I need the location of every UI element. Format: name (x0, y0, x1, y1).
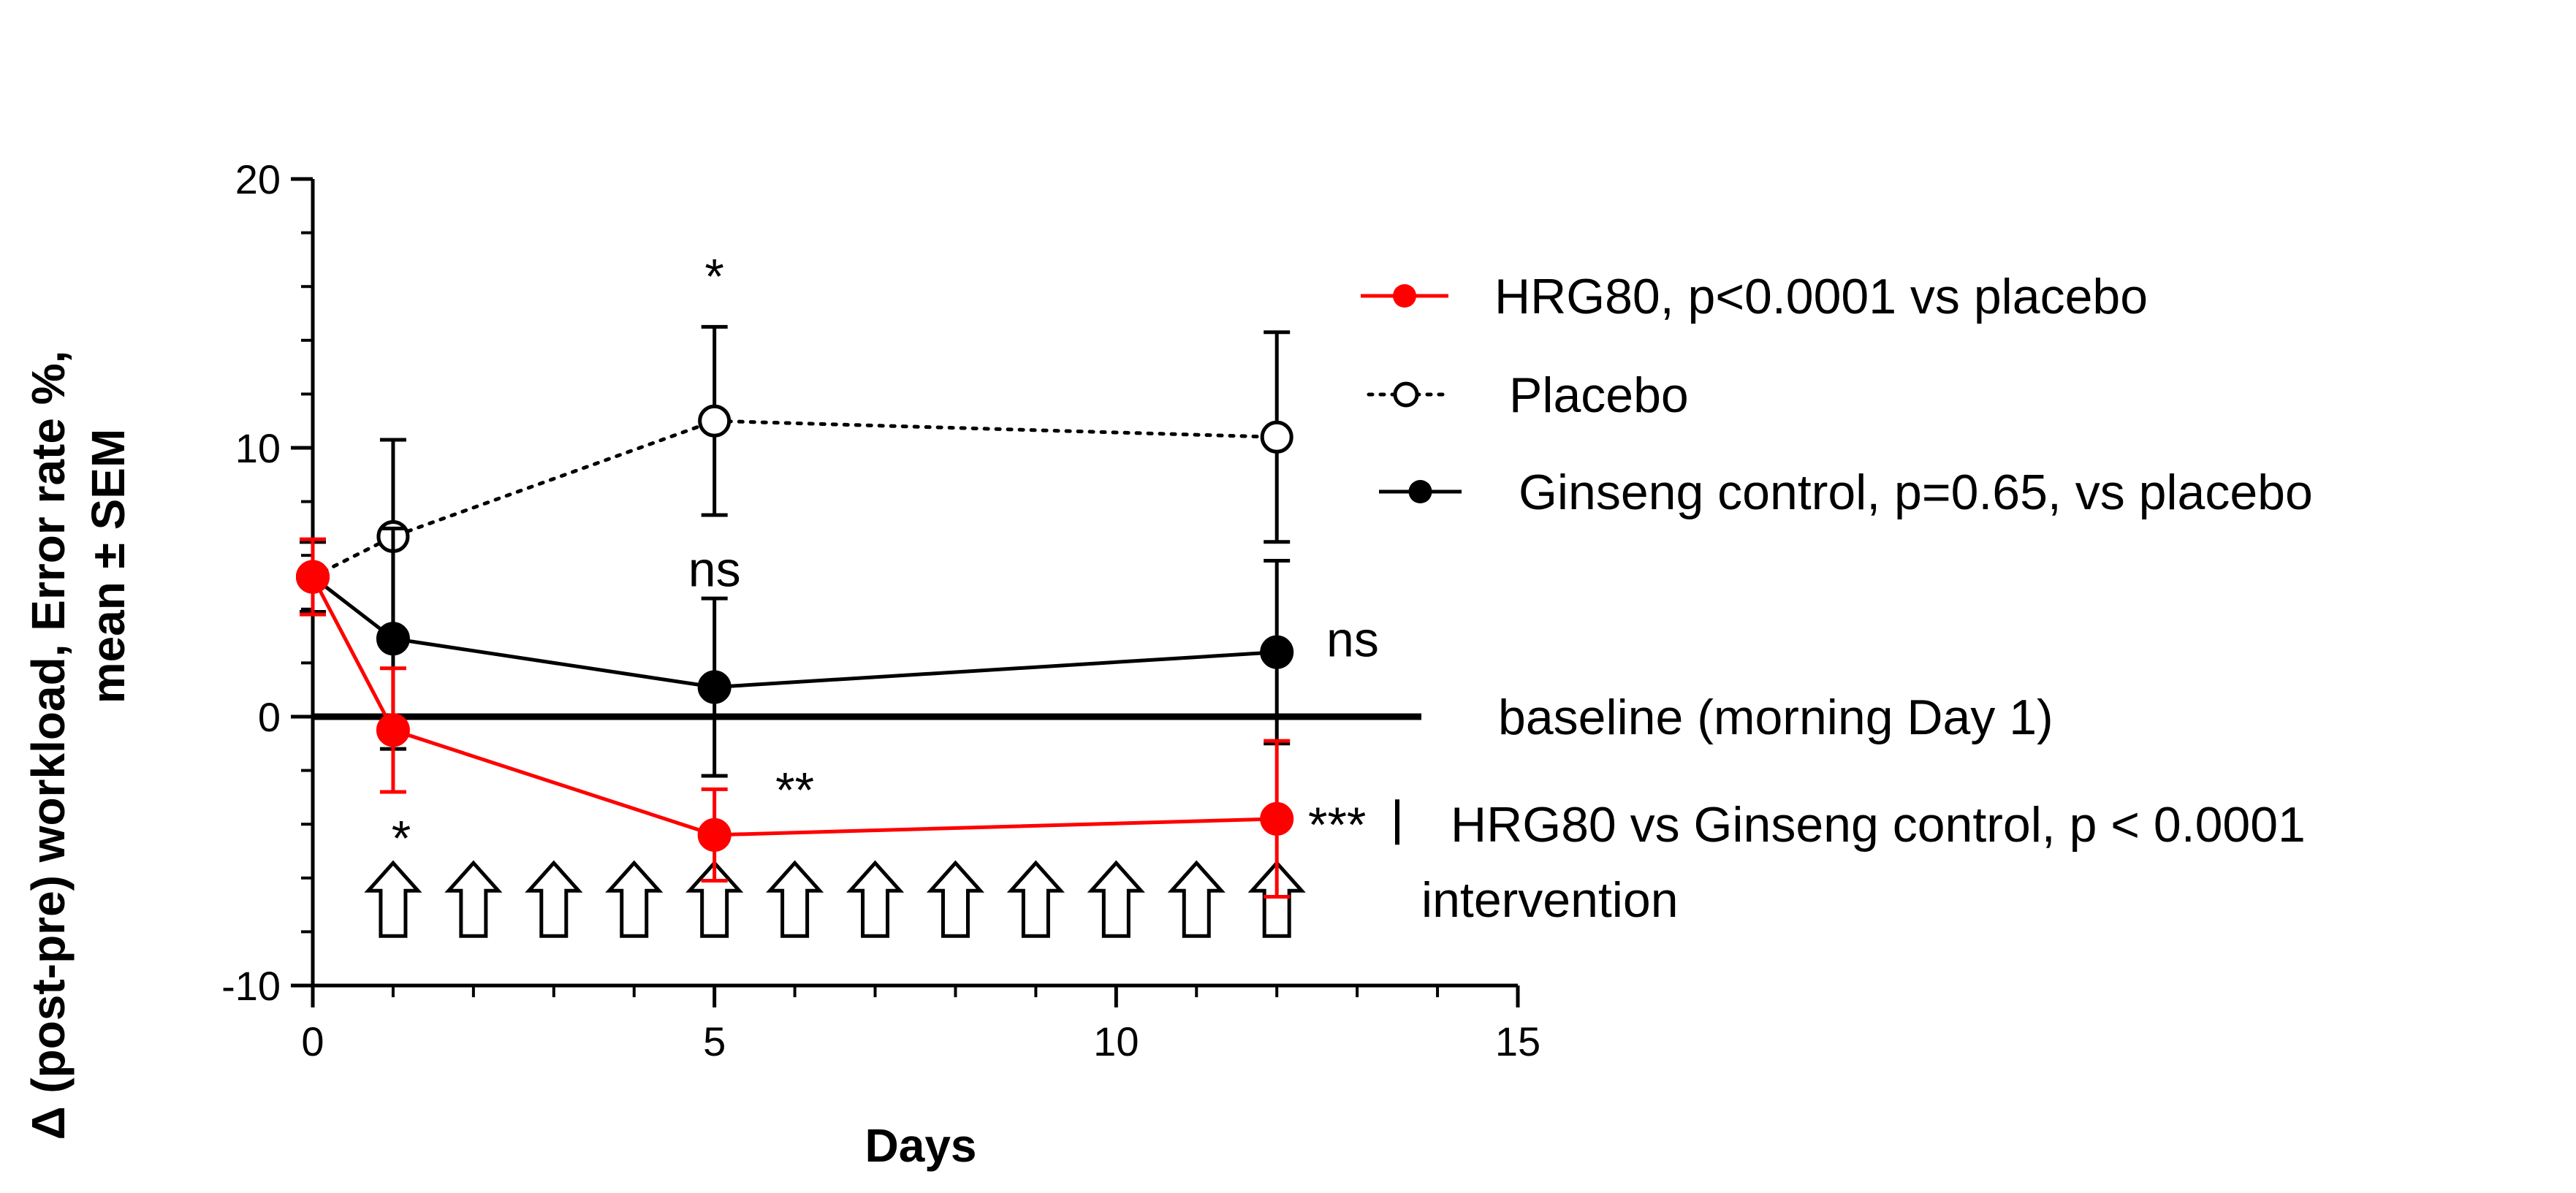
intervention-arrow (766, 860, 824, 938)
intervention-arrow (364, 860, 422, 938)
y-axis-title: Δ (post-pre) workload, Error rate %, mea… (22, 351, 134, 1140)
x-tick-label: 15 (1495, 1018, 1540, 1064)
series-1 (296, 324, 1293, 636)
data-point (1260, 635, 1294, 669)
intervention-arrow (605, 860, 664, 938)
baseline: baseline (morning Day 1) (313, 690, 2053, 745)
legend-label: HRG80, p<0.0001 vs placebo (1494, 269, 2148, 324)
intervention-arrow (926, 860, 985, 938)
data-point (376, 622, 410, 656)
series-layer (296, 324, 1294, 899)
intervention-arrow (1167, 860, 1226, 938)
y-tick-label: 20 (235, 156, 281, 202)
legend: HRG80, p<0.0001 vs placebo Placebo Ginseng… (1361, 269, 2313, 520)
y-axis-title-line2: mean ± SEM (82, 429, 134, 704)
data-point (698, 404, 732, 438)
axes: -10 0 10 20 0 5 10 15 (221, 156, 1540, 1064)
series-2 (296, 526, 1294, 778)
series-line (311, 575, 1277, 690)
data-point (697, 670, 732, 704)
intervention-arrow (444, 860, 503, 938)
legend-marker (1393, 284, 1416, 308)
baseline-label: baseline (morning Day 1) (1498, 690, 2053, 745)
x-tick-label: 0 (301, 1018, 324, 1064)
legend-item-1: Placebo (1367, 367, 1689, 423)
legend-label: Placebo (1509, 367, 1689, 423)
intervention-arrow (1006, 860, 1065, 938)
intervention-arrow (1247, 860, 1306, 938)
x-tick-label: 5 (703, 1018, 726, 1064)
legend-item-2: Ginseng control, p=0.65, vs placebo (1379, 465, 2313, 520)
intervention-arrow (525, 860, 583, 938)
annotation: * (704, 248, 723, 304)
annotation: * (392, 811, 411, 866)
legend-marker (1393, 381, 1419, 408)
data-point (296, 560, 330, 594)
annotation: ** (775, 762, 814, 817)
intervention-arrows: intervention (364, 860, 1679, 938)
y-tick-label: 0 (258, 694, 281, 740)
annotation: ns (688, 542, 741, 598)
annotation: ns (1326, 611, 1379, 667)
y-axis-title-line1: Δ (post-pre) workload, Error rate %, (22, 351, 75, 1140)
x-axis-title: Days (865, 1119, 977, 1172)
series-line (311, 576, 1277, 837)
x-tick-label: 10 (1093, 1018, 1139, 1064)
legend-marker (1408, 480, 1432, 503)
data-point (1260, 801, 1294, 836)
data-point (697, 817, 732, 852)
intervention-arrow (846, 860, 905, 938)
data-point (376, 713, 410, 747)
legend-label: Ginseng control, p=0.65, vs placebo (1519, 465, 2313, 520)
data-point (1260, 420, 1293, 454)
series-0 (296, 537, 1294, 899)
legend-item-0: HRG80, p<0.0001 vs placebo (1361, 269, 2148, 324)
y-tick-label: -10 (221, 963, 281, 1009)
annotation: *** (1308, 797, 1366, 853)
annotation: HRG80 vs Ginseng control, p < 0.0001 (1451, 797, 2306, 853)
intervention-label: intervention (1421, 872, 1679, 928)
y-tick-label: 10 (235, 425, 281, 471)
series-line (311, 419, 1279, 579)
intervention-arrow (1087, 860, 1145, 938)
